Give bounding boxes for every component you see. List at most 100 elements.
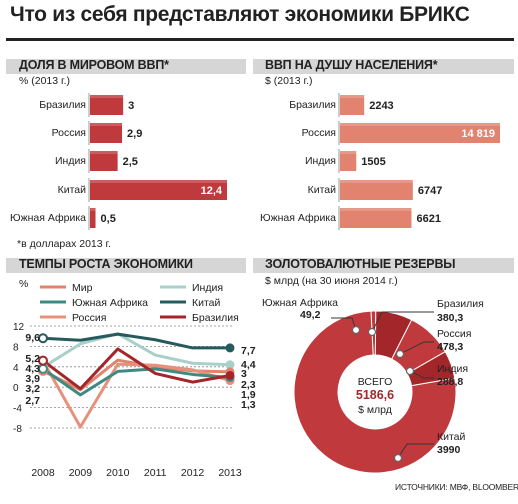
y-tick-label: 4 — [13, 363, 19, 374]
pie-slice-value: 478,3 — [437, 341, 463, 353]
gdp-share-category-label: Бразилия — [39, 99, 86, 111]
callout-dot — [405, 366, 415, 376]
pie-slice-label: Южная Африка — [262, 297, 338, 309]
gdp-share-bar-highlight — [90, 123, 123, 126]
gdp-share-bar-highlight — [90, 151, 118, 154]
start-value-label: 3,9 — [25, 373, 40, 385]
end-value-label: 2,3 — [241, 379, 256, 391]
gdp-per-capita-bar — [340, 95, 365, 115]
gdp-share-title: ДОЛЯ В МИРОВОМ ВВП* — [19, 58, 169, 72]
legend-label: Китай — [192, 297, 221, 309]
start-value-label: 3,2 — [25, 383, 40, 395]
y-tick-label: -4 — [13, 404, 22, 415]
start-value-label: 4,3 — [25, 363, 40, 375]
series-line — [41, 332, 232, 369]
pie-slice-label: Россия — [437, 328, 471, 340]
callout-line — [409, 370, 434, 379]
gdp-share-bar — [90, 180, 227, 200]
gdp-share-category-label: Индия — [55, 155, 86, 167]
pie-slice-value: 49,2 — [300, 309, 321, 321]
pie-slice-value: 380,3 — [437, 312, 463, 324]
end-value-label: 4,4 — [241, 359, 256, 371]
callout-line — [371, 311, 434, 333]
gdp-share-category-label: Россия — [52, 127, 86, 139]
series-start-marker — [38, 355, 48, 366]
x-tick-label: 2010 — [106, 467, 130, 479]
section-bar-growth — [6, 258, 246, 273]
end-value-label: 7,7 — [241, 345, 256, 357]
growth-unit: % — [19, 278, 29, 290]
gdp-per-capita-bar-highlight — [340, 123, 500, 126]
legend-label: Южная Африка — [72, 297, 148, 309]
gdp-per-capita-bar — [340, 123, 500, 143]
series-line — [41, 359, 232, 429]
gdp-per-capita-category-label: Индия — [305, 155, 336, 167]
growth-title: ТЕМПЫ РОСТА ЭКОНОМИКИ — [19, 257, 193, 271]
gdp-per-capita-bar-highlight — [340, 151, 357, 154]
series-start-marker — [38, 363, 48, 374]
series-end-marker — [225, 343, 235, 353]
gdp-share-bar — [90, 95, 124, 115]
gdp-per-capita-title: ВВП НА ДУШУ НАСЕЛЕНИЯ* — [265, 58, 438, 72]
pie-center-label: ВСЕГО — [358, 376, 393, 388]
gdp-per-capita-value-label: 1505 — [361, 156, 385, 168]
gdp-share-value-label: 2,9 — [127, 128, 142, 140]
x-tick-label: 2012 — [181, 467, 205, 479]
x-tick-label: 2013 — [218, 467, 242, 479]
legend-label: Индия — [192, 282, 223, 294]
callout-dot — [395, 349, 405, 359]
start-value-label: 5,2 — [25, 353, 40, 365]
gdp-share-bar — [90, 208, 96, 228]
end-value-label: 1,9 — [241, 389, 256, 401]
gdp-share-category-label: Южная Африка — [10, 212, 86, 224]
gdp-per-capita-subtitle: $ (2013 г.) — [265, 75, 313, 87]
reserves-title: ЗОЛОТОВАЛЮТНЫЕ РЕЗЕРВЫ — [265, 257, 456, 271]
pie-slice-label: Бразилия — [437, 298, 484, 310]
callout-line — [399, 341, 434, 355]
section-bar-gdp-per-capita — [253, 59, 514, 74]
gdp-share-bar — [90, 151, 118, 171]
callout-dot — [367, 327, 377, 337]
gdp-per-capita-category-label: Бразилия — [289, 99, 336, 111]
gdp-per-capita-bar-highlight — [340, 180, 413, 183]
legend-label: Бразилия — [192, 312, 239, 324]
pie-slice-value: 3990 — [437, 444, 461, 456]
pie-slice-value: 288,8 — [437, 376, 463, 388]
legend-label: Россия — [72, 312, 106, 324]
gdp-share-value-label: 0,5 — [101, 213, 116, 225]
series-line — [41, 367, 232, 397]
y-tick-label: 8 — [13, 342, 19, 353]
series-line — [41, 332, 232, 350]
start-value-label: 9,6 — [25, 332, 40, 344]
x-tick-label: 2011 — [144, 467, 167, 479]
gdp-per-capita-value-label: 2243 — [369, 100, 393, 112]
reserves-subtitle: $ млрд (на 30 июня 2014 г.) — [265, 275, 398, 287]
title-rule — [6, 38, 514, 41]
callout-dot — [393, 453, 403, 463]
y-tick-label: -8 — [13, 424, 22, 435]
section-bar-reserves — [253, 258, 514, 273]
gdp-share-bar — [90, 123, 123, 143]
gdp-per-capita-bar — [340, 151, 357, 171]
gdp-share-bar-highlight — [90, 180, 227, 183]
gdp-per-capita-category-label: Россия — [302, 127, 336, 139]
pie-slice — [293, 310, 457, 474]
y-tick-label: 12 — [13, 322, 25, 333]
legend-label: Мир — [72, 282, 93, 294]
gdp-share-bar-highlight — [90, 95, 124, 98]
pie-slice-label: Китай — [437, 431, 466, 443]
series-end-marker — [225, 360, 235, 370]
series-line — [41, 347, 232, 391]
x-tick-label: 2009 — [69, 467, 93, 479]
start-value-label: 2,7 — [25, 395, 40, 407]
callout-line — [397, 443, 434, 459]
gdp-per-capita-value-label: 6621 — [416, 213, 440, 225]
gdp-per-capita-bar — [340, 208, 412, 228]
gdp-per-capita-value-label: 6747 — [418, 185, 442, 197]
gdp-share-value-label: 2,5 — [123, 156, 138, 168]
y-tick-label: 0 — [13, 383, 19, 394]
pie-center-value: 5186,6 — [356, 388, 394, 402]
gdp-share-value-label: 3 — [128, 100, 134, 112]
section-bar-gdp-share — [6, 59, 246, 74]
end-value-label: 1,3 — [241, 399, 256, 411]
